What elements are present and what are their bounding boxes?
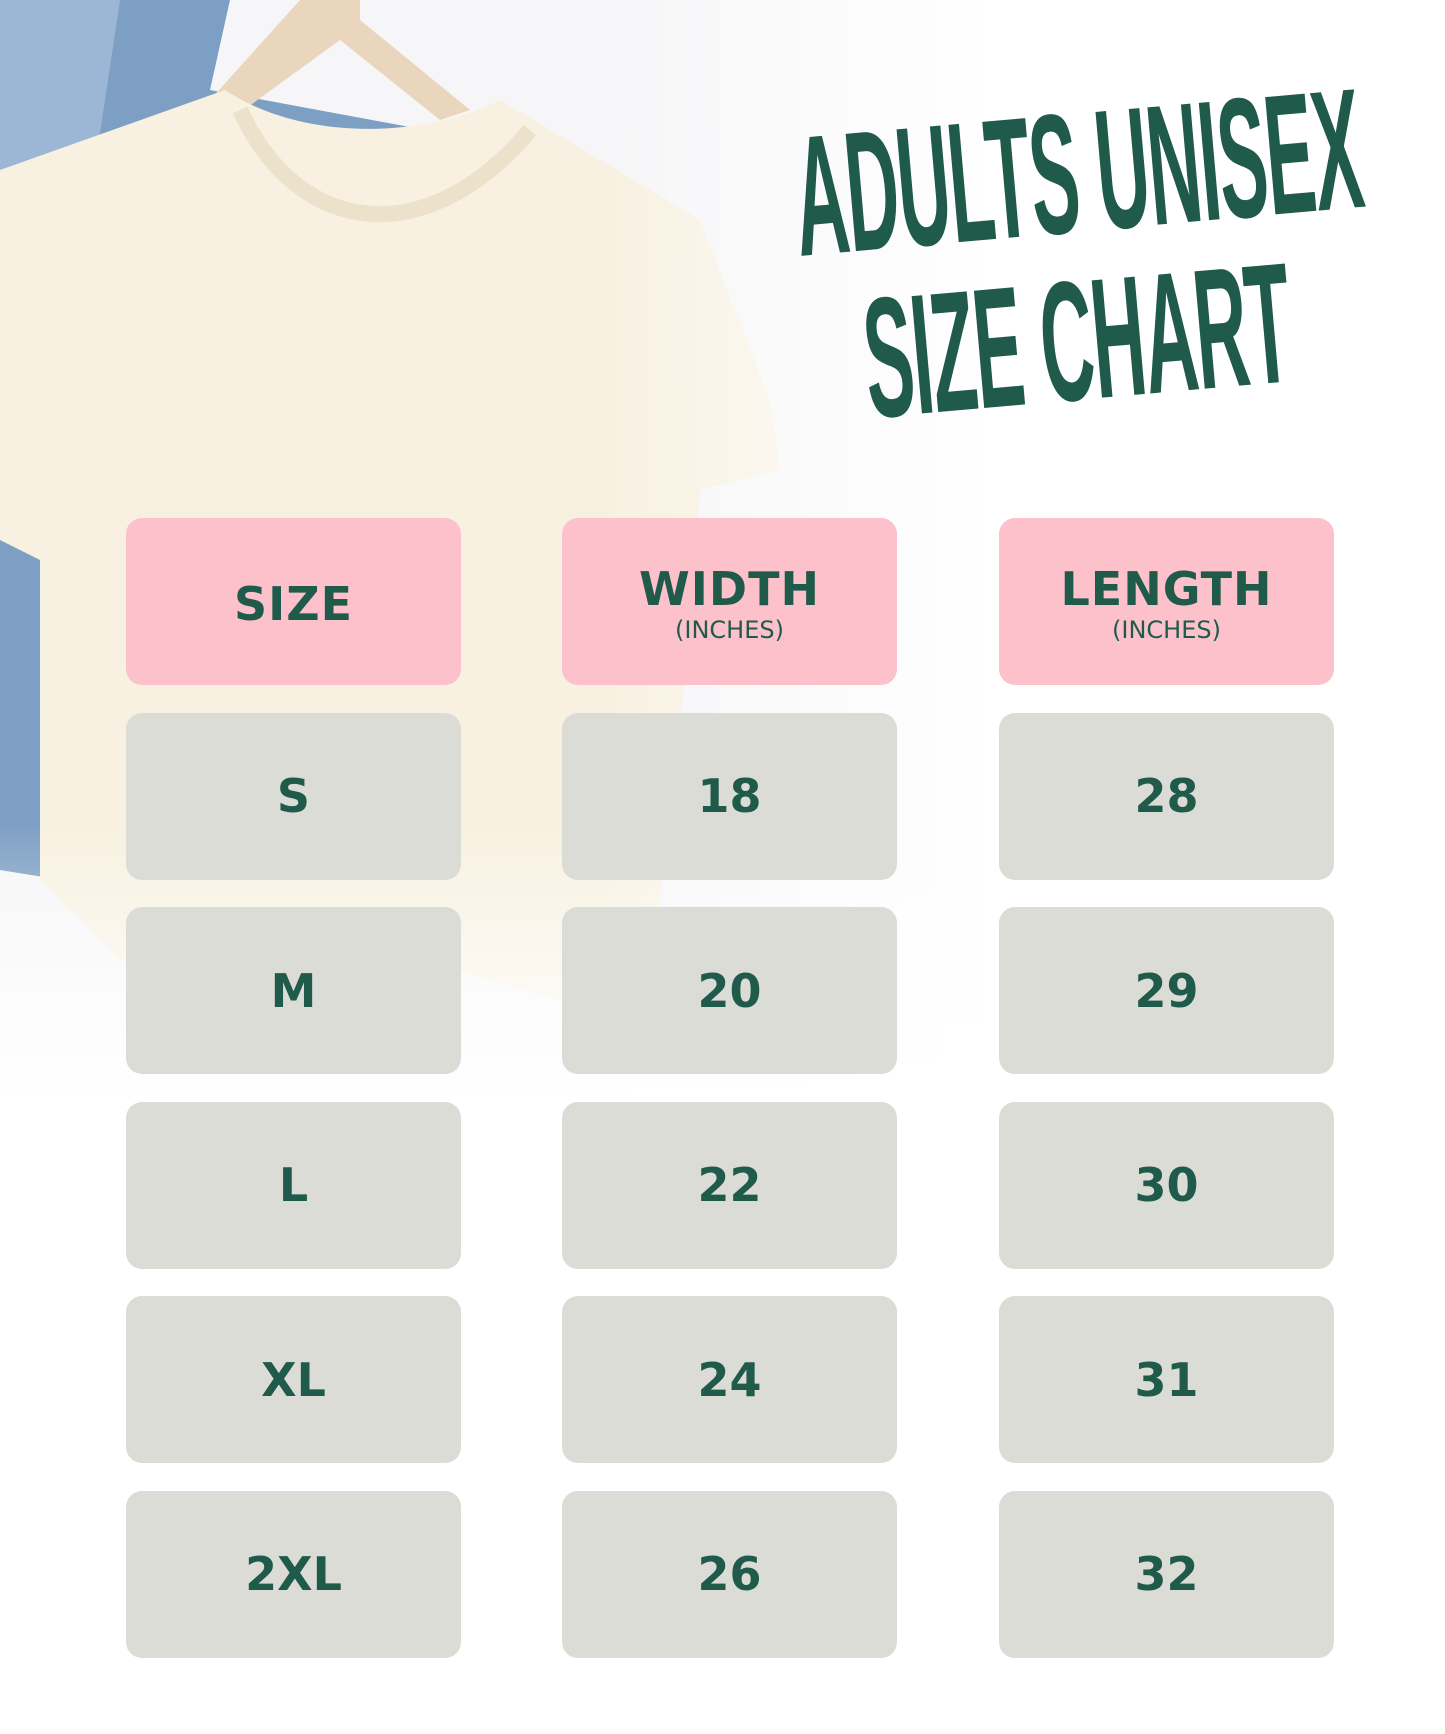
- cell-value: 32: [1134, 1547, 1199, 1601]
- table-cell: 29: [999, 907, 1334, 1074]
- column-header-label: SIZE: [233, 576, 354, 631]
- column-header-label: WIDTH: [639, 561, 820, 616]
- cell-value: 18: [697, 769, 762, 823]
- column-header-unit: (INCHES): [675, 615, 784, 644]
- title-line-2: SIZE CHART: [856, 227, 1298, 456]
- column-header-length: LENGTH (INCHES): [999, 518, 1334, 685]
- cell-value: 29: [1134, 963, 1199, 1018]
- table-cell: 28: [999, 712, 1334, 880]
- cell-value: 30: [1134, 1158, 1199, 1212]
- table-cell: 2XL: [126, 1490, 461, 1658]
- table-cell: 26: [562, 1490, 897, 1658]
- cell-value: M: [270, 963, 317, 1018]
- cell-value: 2XL: [245, 1547, 342, 1601]
- cell-value: S: [276, 769, 311, 823]
- column-header-unit: (INCHES): [1112, 615, 1221, 644]
- cell-value: 28: [1134, 769, 1199, 823]
- column-header-width: WIDTH (INCHES): [562, 518, 897, 685]
- table-cell: 22: [562, 1101, 897, 1269]
- table-cell: M: [126, 907, 461, 1074]
- cell-value: L: [278, 1158, 309, 1212]
- table-cell: S: [126, 712, 461, 880]
- table-cell: XL: [126, 1296, 461, 1463]
- table-cell: L: [126, 1101, 461, 1269]
- table-cell: 18: [562, 712, 897, 880]
- table-cell: 24: [562, 1296, 897, 1463]
- cell-value: 22: [697, 1158, 762, 1212]
- table-cell: 30: [999, 1101, 1334, 1269]
- column-header-label: LENGTH: [1060, 561, 1273, 616]
- cell-value: 26: [697, 1547, 762, 1601]
- cell-value: 31: [1134, 1352, 1199, 1407]
- cell-value: XL: [261, 1352, 326, 1407]
- table-cell: 31: [999, 1296, 1334, 1463]
- cell-value: 20: [697, 963, 762, 1018]
- cell-value: 24: [697, 1352, 762, 1407]
- table-cell: 20: [562, 907, 897, 1074]
- column-header-size: SIZE: [126, 518, 461, 685]
- table-cell: 32: [999, 1490, 1334, 1658]
